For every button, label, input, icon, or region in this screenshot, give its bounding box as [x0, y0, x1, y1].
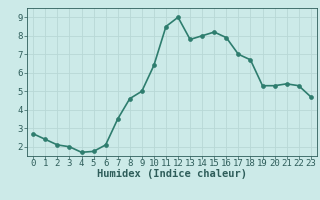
X-axis label: Humidex (Indice chaleur): Humidex (Indice chaleur) [97, 169, 247, 179]
